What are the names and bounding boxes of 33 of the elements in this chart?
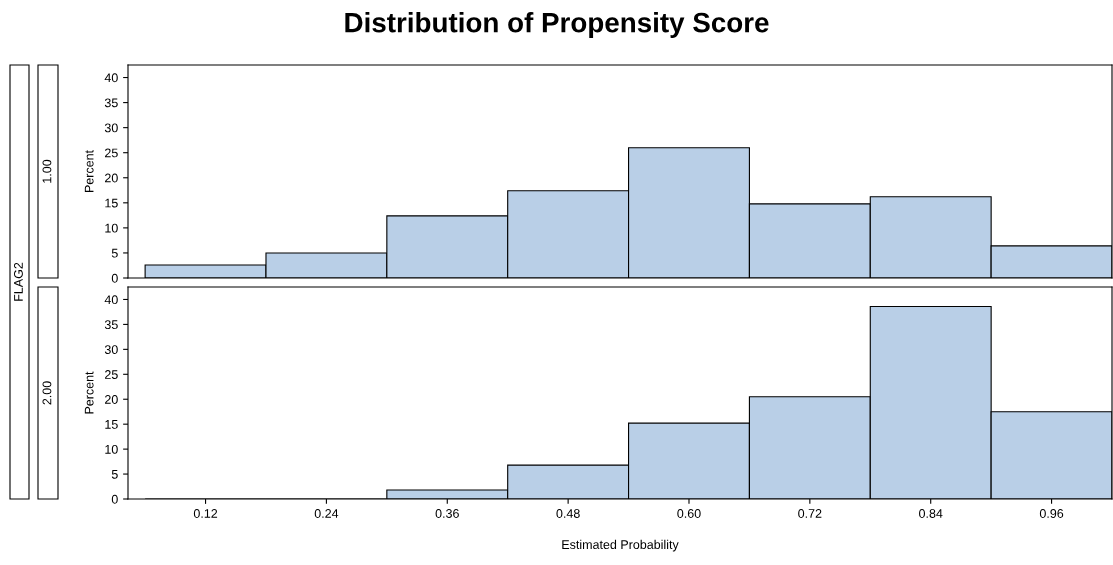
- x-tick-label: 0.60: [677, 509, 701, 518]
- y-tick-label: 0: [111, 494, 118, 504]
- x-tick-label: 0.96: [1039, 509, 1064, 518]
- y-tick-label: 5: [111, 469, 118, 479]
- x-tick-label: 0.48: [556, 509, 580, 518]
- y-tick-label: 25: [105, 370, 118, 379]
- x-axis-title: Estimated Probability: [562, 539, 679, 552]
- chart-title: Distribution of Propensity Score: [345, 12, 769, 38]
- y-tick-label: 5: [111, 248, 118, 258]
- y-tick-label: 30: [104, 345, 118, 355]
- y-tick-label: 35: [104, 98, 118, 108]
- x-tick-label: 0.84: [919, 509, 943, 518]
- y-tick-label: 0: [111, 273, 118, 283]
- y-tick-label: 25: [105, 148, 118, 158]
- x-tick-label: 0.12: [193, 509, 218, 518]
- y-axis-title: Percent: [84, 371, 94, 414]
- y-tick-label: 10: [105, 444, 118, 454]
- x-tick-label: 0.72: [798, 509, 822, 518]
- y-tick-label: 40: [104, 73, 118, 83]
- y-tick-label: 15: [105, 198, 118, 208]
- y-tick-label: 20: [105, 395, 118, 404]
- y-tick-label: 30: [104, 123, 118, 133]
- y-axis-title: Percent: [84, 150, 94, 193]
- text: 1.00: [42, 159, 52, 183]
- y-tick-label: 10: [105, 223, 118, 233]
- text: FLAG2: [14, 262, 23, 301]
- text: 2.00: [42, 381, 52, 405]
- y-tick-label: 40: [104, 295, 118, 305]
- x-tick-label: 0.24: [314, 509, 339, 518]
- y-tick-label: 20: [105, 173, 118, 183]
- y-tick-label: 15: [105, 420, 118, 429]
- x-tick-label: 0.36: [435, 509, 459, 518]
- y-tick-label: 35: [104, 320, 118, 330]
